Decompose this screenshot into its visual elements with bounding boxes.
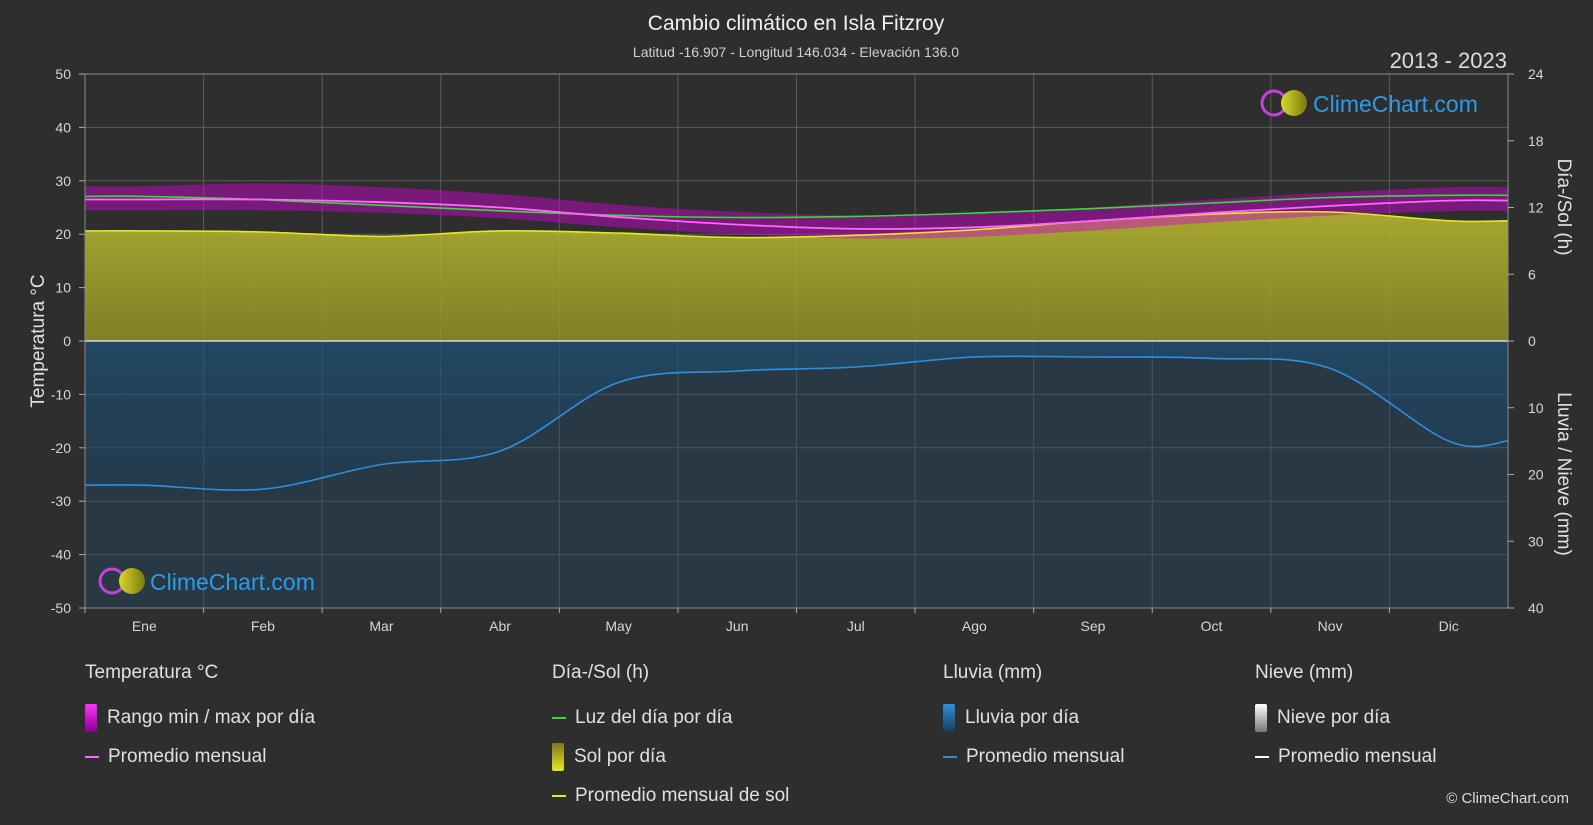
month-label: May [605, 618, 631, 634]
line-swatch [943, 755, 957, 758]
right-mm-tick-label: 10 [1528, 400, 1544, 416]
daylight-line [84, 194, 1509, 219]
legend-title: Nieve (mm) [1255, 662, 1354, 683]
legend-item: Rango min / max por día [85, 698, 315, 737]
rain-daily-band [85, 341, 1508, 608]
left-tick-label: 20 [55, 226, 71, 242]
legend-item: Promedio mensual de sol [552, 776, 789, 815]
month-label: Oct [1201, 618, 1223, 634]
right-hours-tick-label: 24 [1528, 66, 1544, 82]
legend-item: Lluvia por día [943, 698, 1124, 737]
legend-label: Promedio mensual [1278, 745, 1437, 767]
legend-item: Luz del día por día [552, 698, 789, 737]
left-tick-label: 40 [55, 119, 71, 135]
left-axis-title: Temperatura °C [28, 274, 49, 407]
legend-label: Sol por día [574, 745, 666, 767]
left-tick-label: 30 [55, 173, 71, 189]
legend-item: Promedio mensual [1255, 737, 1436, 776]
line-swatch [85, 755, 99, 758]
range-swatch [85, 703, 97, 732]
left-tick-label: 10 [55, 280, 71, 296]
legend-rain: Lluvia (mm) Lluvia por día Promedio mens… [943, 662, 1124, 776]
right-mm-tick-label: 30 [1528, 533, 1544, 549]
legend-label: Promedio mensual [966, 745, 1125, 767]
month-label: Dic [1439, 618, 1459, 634]
right-hours-tick-label: 18 [1528, 133, 1544, 149]
right-hours-tick-label: 12 [1528, 200, 1544, 216]
legend-label: Promedio mensual [108, 745, 267, 767]
legend-item: Sol por día [552, 737, 789, 776]
right-hours-tick-label: 6 [1528, 266, 1536, 282]
legend-title: Día-/Sol (h) [552, 662, 650, 683]
legend-label: Nieve por día [1277, 706, 1391, 728]
left-tick-label: -40 [51, 547, 71, 563]
temp-avg-line [84, 198, 1509, 230]
left-tick-label: -20 [51, 440, 71, 456]
legend-title: Temperatura °C [85, 662, 219, 683]
watermark-logo-top: ClimeChart.com [1260, 89, 1478, 117]
temp-range-band [85, 183, 1508, 239]
logo-sun-icon [119, 568, 145, 594]
line-swatch [552, 794, 566, 797]
legend-daylight-sun: Día-/Sol (h) Luz del día por día Sol por… [552, 662, 789, 815]
month-label: Ene [132, 618, 157, 634]
month-label: Nov [1318, 618, 1343, 634]
right-bottom-axis-title: Lluvia / Nieve (mm) [1553, 392, 1574, 556]
left-tick-label: 0 [63, 333, 71, 349]
right-top-axis-title: Día-/Sol (h) [1553, 158, 1574, 255]
left-tick-label: -30 [51, 493, 71, 509]
legend-snow: Nieve (mm) Nieve por día Promedio mensua… [1255, 662, 1436, 776]
sun-swatch [552, 742, 564, 771]
legend-item: Nieve por día [1255, 698, 1436, 737]
right-mm-tick-label: 20 [1528, 467, 1544, 483]
legend-item: Promedio mensual [85, 737, 315, 776]
axes-layer: 50 40 30 20 10 0 -10 -20 -30 -40 -50 24 18 12 6 0 10 20 30… [51, 66, 1544, 634]
month-label: Jun [726, 618, 749, 634]
year-range: 2013 - 2023 [1390, 48, 1507, 73]
left-tick-label: -50 [51, 600, 71, 616]
legend-title: Lluvia (mm) [943, 662, 1043, 683]
sunshine-area [85, 211, 1508, 341]
right-hours-tick-label: 0 [1528, 333, 1536, 349]
right-mm-tick-label: 40 [1528, 600, 1544, 616]
line-layer [84, 194, 1509, 491]
month-label: Ago [962, 618, 987, 634]
line-swatch [552, 716, 566, 719]
legend-label: Lluvia por día [965, 706, 1080, 728]
left-tick-label: -10 [51, 386, 71, 402]
copyright: © ClimeChart.com [1446, 790, 1569, 807]
month-label: Mar [369, 618, 393, 634]
month-label: Feb [251, 618, 275, 634]
rain-area [85, 341, 1508, 491]
area-layer [85, 183, 1508, 608]
month-label: Abr [489, 618, 511, 634]
chart-subtitle: Latitud -16.907 - Longitud 146.034 - Ele… [633, 44, 959, 60]
legend-item: Promedio mensual [943, 737, 1124, 776]
legend-label: Rango min / max por día [107, 706, 316, 728]
chart-title: Cambio climático en Isla Fitzroy [648, 12, 945, 35]
legend-temperature: Temperatura °C Rango min / max por día P… [85, 662, 315, 776]
month-label: Sep [1080, 618, 1105, 634]
legend-label: Luz del día por día [575, 706, 733, 728]
line-swatch [1255, 755, 1269, 758]
sunshine-avg-line [84, 210, 1509, 239]
logo-sun-icon [1281, 90, 1307, 116]
rain-avg-line [84, 355, 1509, 491]
watermark-logo-bottom: ClimeChart.com [98, 567, 315, 595]
left-tick-label: 50 [55, 66, 71, 82]
month-label: Jul [847, 618, 865, 634]
snow-swatch [1255, 703, 1267, 732]
watermark-text-top: ClimeChart.com [1313, 91, 1478, 117]
rain-swatch [943, 703, 955, 732]
legend-label: Promedio mensual de sol [575, 784, 790, 806]
watermark-text-bottom: ClimeChart.com [150, 569, 315, 595]
